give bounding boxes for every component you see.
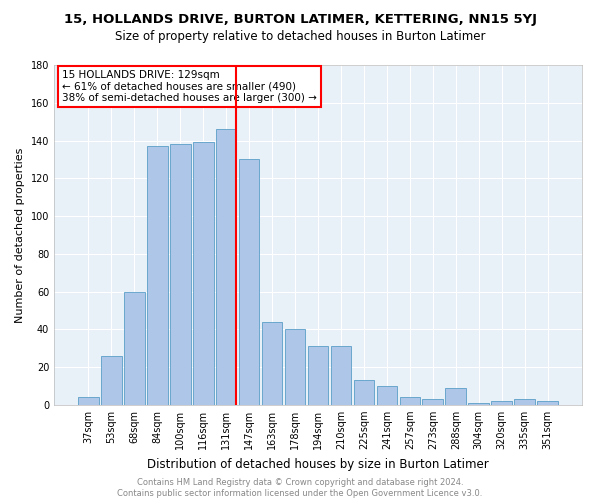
Bar	[331, 346, 352, 405]
Bar	[422, 400, 443, 405]
Bar	[78, 398, 98, 405]
Bar	[147, 146, 167, 405]
Text: 15, HOLLANDS DRIVE, BURTON LATIMER, KETTERING, NN15 5YJ: 15, HOLLANDS DRIVE, BURTON LATIMER, KETT…	[64, 12, 536, 26]
Y-axis label: Number of detached properties: Number of detached properties	[15, 148, 25, 322]
Bar	[514, 400, 535, 405]
Bar	[377, 386, 397, 405]
Text: Size of property relative to detached houses in Burton Latimer: Size of property relative to detached ho…	[115, 30, 485, 43]
Bar	[353, 380, 374, 405]
X-axis label: Distribution of detached houses by size in Burton Latimer: Distribution of detached houses by size …	[147, 458, 489, 470]
Bar	[262, 322, 283, 405]
Bar	[101, 356, 122, 405]
Bar	[170, 144, 191, 405]
Text: 15 HOLLANDS DRIVE: 129sqm
← 61% of detached houses are smaller (490)
38% of semi: 15 HOLLANDS DRIVE: 129sqm ← 61% of detac…	[62, 70, 317, 103]
Bar	[308, 346, 328, 405]
Text: Contains HM Land Registry data © Crown copyright and database right 2024.
Contai: Contains HM Land Registry data © Crown c…	[118, 478, 482, 498]
Bar	[538, 401, 558, 405]
Bar	[469, 403, 489, 405]
Bar	[239, 160, 259, 405]
Bar	[400, 398, 420, 405]
Bar	[216, 129, 236, 405]
Bar	[445, 388, 466, 405]
Bar	[284, 330, 305, 405]
Bar	[491, 401, 512, 405]
Bar	[193, 142, 214, 405]
Bar	[124, 292, 145, 405]
